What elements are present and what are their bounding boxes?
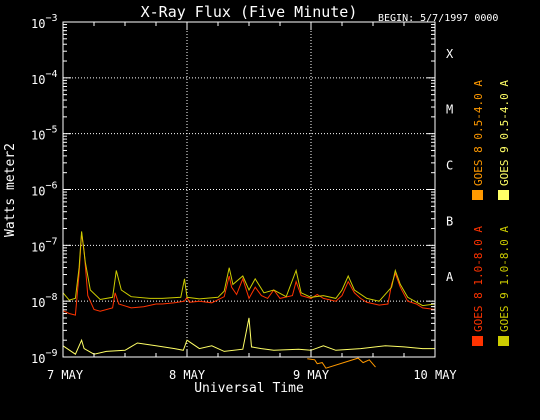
legend-label: GOES 8 1.0-8.0 A (472, 226, 485, 332)
series-line-1 (62, 233, 436, 316)
y-tick-label: 10−8 (31, 292, 58, 310)
y-tick-label: 10−3 (31, 13, 58, 31)
y-tick-label: 10−4 (31, 69, 58, 87)
begin-label: BEGIN: 5/7/1997 0000 (378, 13, 498, 24)
class-label-x: X (446, 47, 454, 61)
x-tick-label: 7 MAY (47, 368, 84, 382)
y-tick-label: 10−7 (31, 236, 58, 254)
axis-ticks: 10−9 10−8 10−7 10−6 10−5 10−4 10−3 7 MAY 8 MAY 9 … (31, 13, 457, 382)
legend-swatch (498, 190, 509, 200)
x-axis-label: Universal Time (194, 381, 304, 396)
class-label-a: A (446, 270, 454, 284)
class-label-c: C (446, 159, 453, 173)
plot-frame (62, 21, 436, 358)
legend-swatch (472, 190, 483, 200)
legend-swatch (498, 336, 509, 346)
y-axis-label: Watts meter2 (3, 143, 18, 237)
class-label-m: M (446, 103, 453, 117)
series-line-4 (62, 317, 435, 355)
legend-label: GOES 9 1.0-8.0 A (498, 226, 511, 332)
y-tick-label: 10−6 (31, 181, 58, 199)
y-tick-label: 10−5 (31, 125, 58, 143)
legend: GOES 8 1.0-8.0 A GOES 8 0.5-4.0 A GOES 9 1… (472, 80, 511, 346)
legend-label: GOES 9 0.5-4.0 A (498, 80, 511, 186)
grid-lines (63, 22, 435, 357)
series-line-3 (62, 231, 436, 307)
x-tick-label: 10 MAY (413, 368, 457, 382)
series-layer (62, 231, 436, 369)
series-line-2 (307, 357, 376, 369)
class-label-b: B (446, 214, 453, 228)
chart-title: X-Ray Flux (Five Minute) (141, 3, 358, 21)
legend-swatch (472, 336, 483, 346)
y-tick-label: 10−9 (31, 348, 58, 366)
x-tick-label: 9 MAY (293, 368, 330, 382)
x-tick-label: 8 MAY (169, 368, 206, 382)
legend-label: GOES 8 0.5-4.0 A (472, 80, 485, 186)
